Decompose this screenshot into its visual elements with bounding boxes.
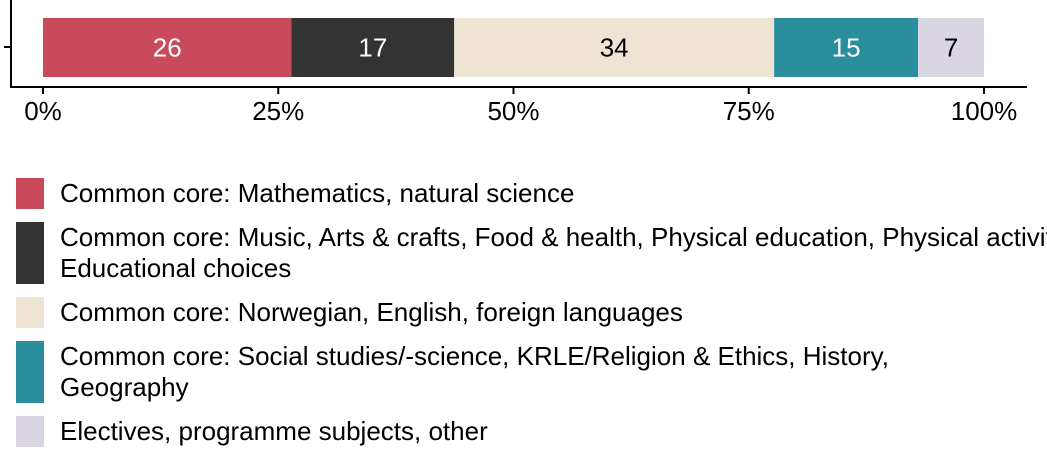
x-tick-label: 75% [723,96,775,126]
legend-item: Common core: Norwegian, English, foreign… [0,297,1047,328]
data-label: 7 [944,32,958,62]
x-tick-label: 50% [487,96,539,126]
legend-label: Common core: Social studies/-science, KR… [60,341,889,402]
bar-segment [454,18,775,77]
x-tick-label: 0% [24,96,62,126]
legend-key [16,341,44,403]
legend-label: Common core: Norwegian, English, foreign… [60,297,683,327]
bar-segment [43,18,292,77]
data-label: 34 [600,32,629,62]
bar-segment [774,18,919,77]
bar-segment [918,18,984,77]
bar-segment [291,18,455,77]
data-label: 15 [832,32,861,62]
legend-key [16,297,44,328]
legend-item: Common core: Social studies/-science, KR… [0,341,1047,403]
legend: Common core: Mathematics, natural scienc… [0,178,1047,460]
legend-key [16,222,44,284]
x-tick-label: 100% [951,96,1018,126]
data-label: 26 [153,32,182,62]
legend-key [16,416,44,447]
data-label: 17 [358,32,387,62]
legend-item: Common core: Music, Arts & crafts, Food … [0,222,1047,284]
legend-label: Electives, programme subjects, other [60,416,488,446]
chart: 0% 25% 50% 75% 100% 26 17 34 15 7 [4,0,1027,126]
legend-item: Common core: Mathematics, natural scienc… [0,178,1047,209]
legend-label: Common core: Mathematics, natural scienc… [60,178,575,208]
legend-label: Common core: Music, Arts & crafts, Food … [60,222,1047,283]
legend-item: Electives, programme subjects, other [0,416,1047,447]
x-tick-label: 25% [252,96,304,126]
legend-key [16,178,44,209]
